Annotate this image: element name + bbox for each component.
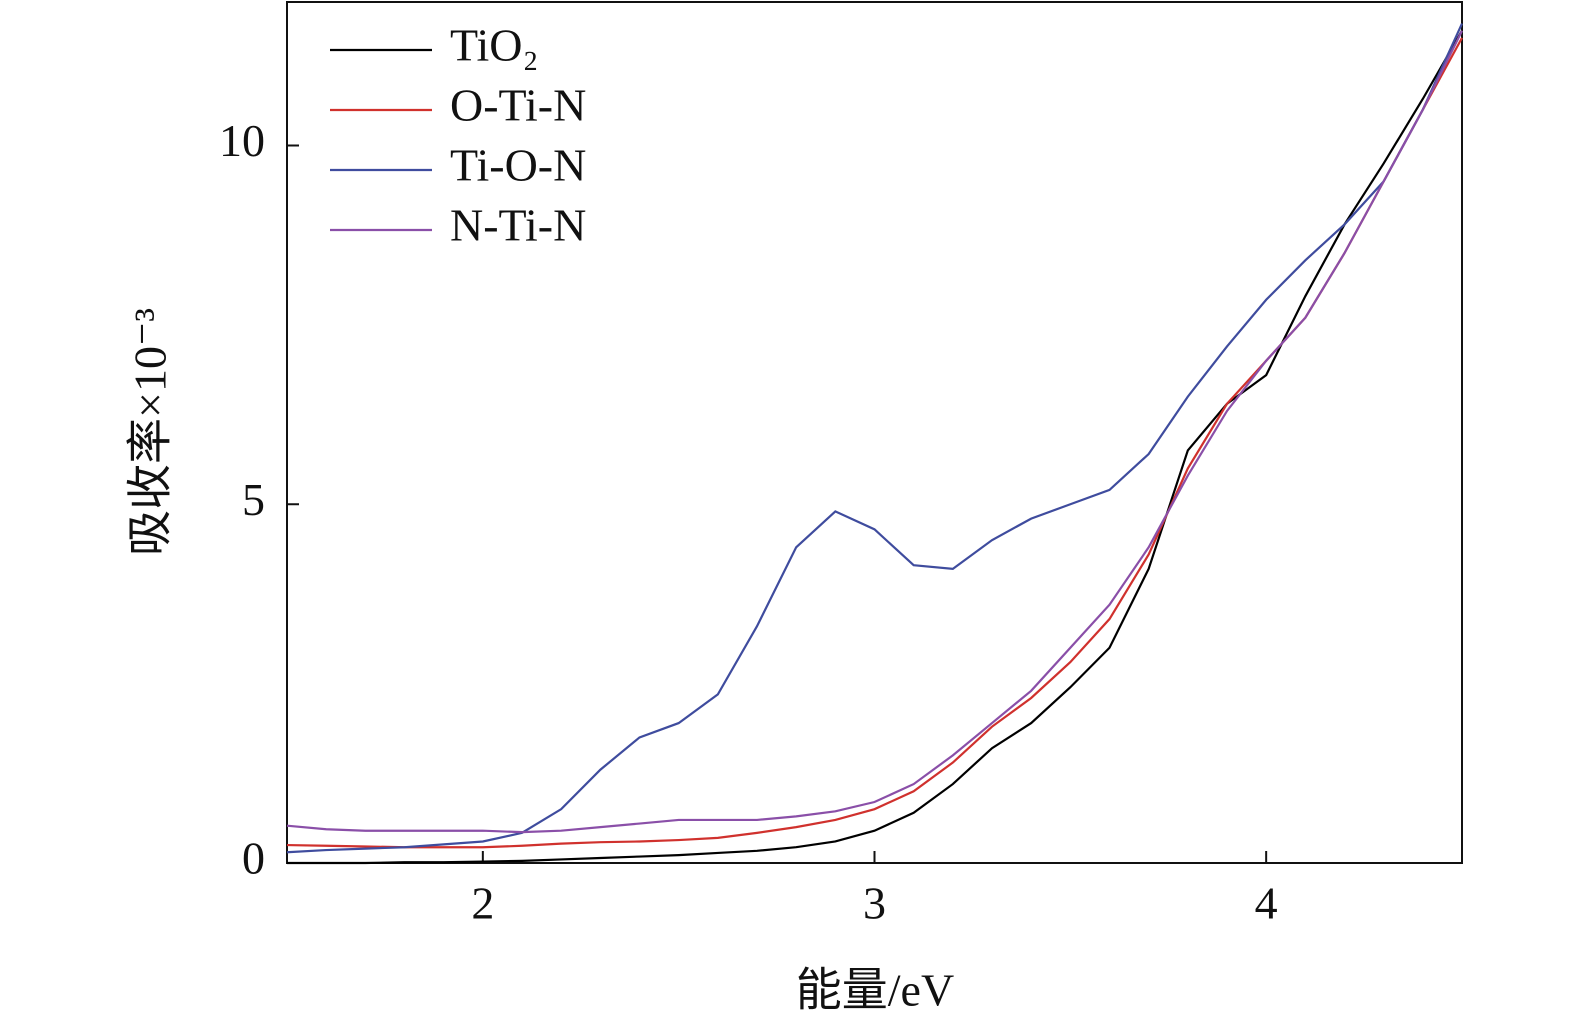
x-axis-title: 能量/eV	[796, 965, 954, 1016]
y-axis-title: 吸收率×10⁻³	[125, 308, 176, 556]
data-line	[286, 23, 1464, 854]
y-tick-label: 0	[242, 833, 265, 884]
legend-label: N-Ti-N	[450, 200, 586, 251]
x-tick-label: 3	[863, 878, 886, 929]
data-line	[286, 30, 1463, 834]
y-tick-label: 10	[219, 115, 265, 166]
data-line	[287, 30, 1463, 865]
legend-label: TiO₂	[450, 20, 539, 71]
legend-label: O-Ti-N	[450, 80, 586, 131]
x-tick-label: 4	[1255, 878, 1278, 929]
y-tick-label: 5	[242, 474, 265, 525]
x-tick-label: 2	[471, 878, 494, 929]
plot-frame	[286, 1, 1463, 864]
legend-label: Ti-O-N	[450, 140, 586, 191]
